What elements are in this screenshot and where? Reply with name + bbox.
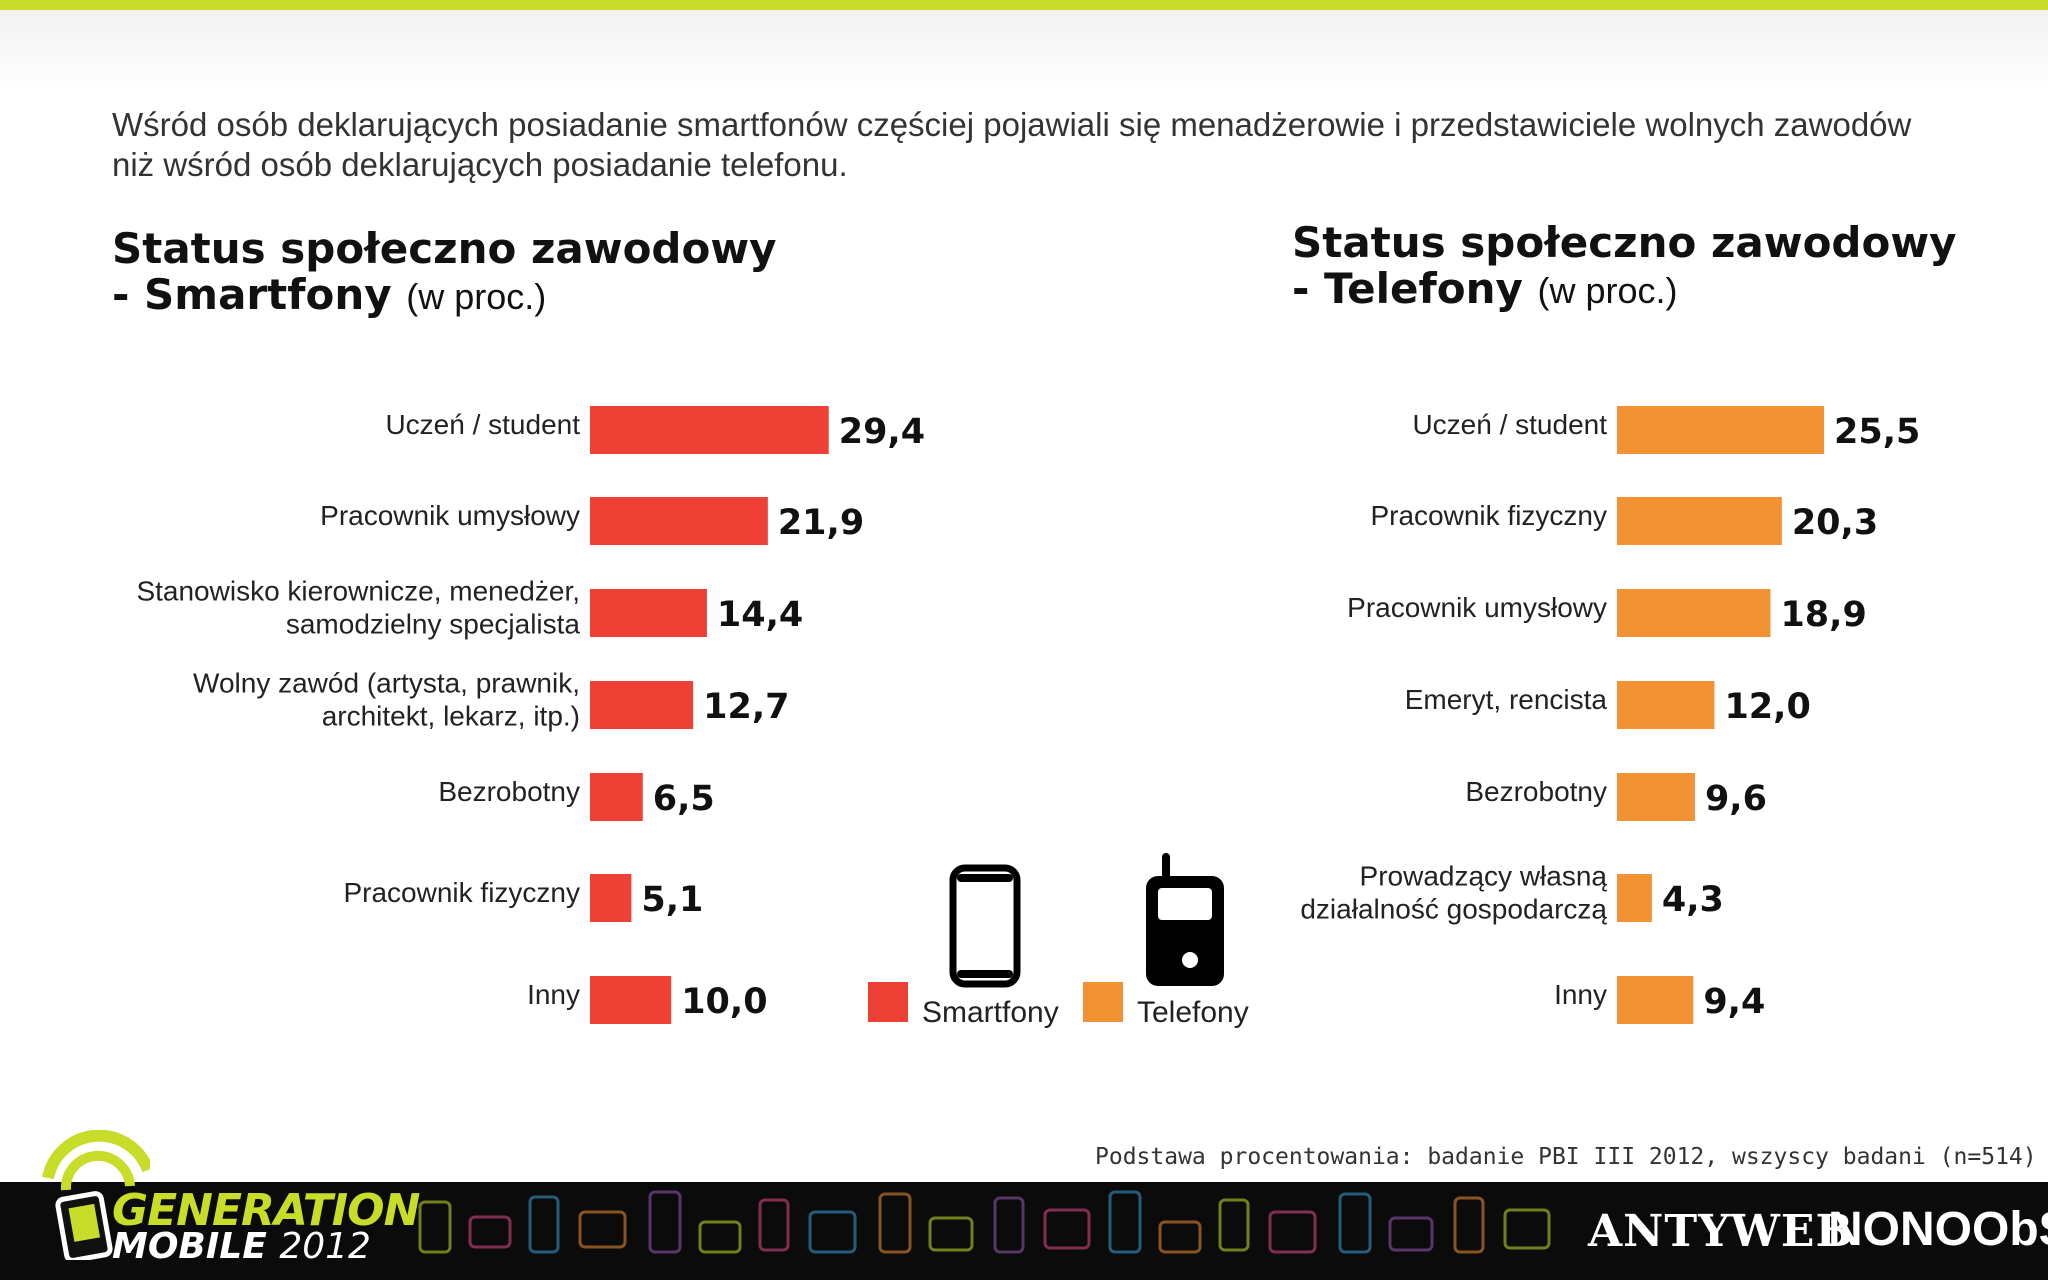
smartphone-icon [949, 864, 1021, 988]
legend: Smartfony Telefony [868, 853, 1249, 1029]
left-chart-title-unit: (w proc.) [406, 276, 547, 317]
smartfony-bar-1 [590, 497, 768, 545]
generation-mobile-logo-icon [42, 1130, 150, 1260]
right-chart-title: Status społeczno zawodowy - Telefony (w … [1292, 220, 1957, 314]
footer-bar [0, 1182, 2048, 1280]
logo-mobile-word: MOBILE [112, 1226, 267, 1267]
smartfony-value-label-1: 21,9 [778, 503, 864, 543]
telefony-category-label-4: Bezrobotny [1465, 776, 1607, 807]
smartfony-bar-6 [590, 976, 672, 1024]
telefony-category-label-0: Uczeń / student [1412, 409, 1607, 440]
telefony-value-label-1: 20,3 [1792, 503, 1878, 543]
telefony-bar-3 [1617, 681, 1715, 729]
smartfony-value-label-4: 6,5 [653, 779, 715, 819]
smartfony-value-label-2: 14,4 [717, 595, 803, 635]
smartfony-value-label-3: 12,7 [703, 687, 789, 727]
telefony-value-label-6: 9,4 [1703, 982, 1765, 1022]
left-chart-title: Status społeczno zawodowy - Smartfony (w… [112, 226, 777, 320]
smartfony-category-label-4: Bezrobotny [438, 776, 580, 807]
telefony-category-label-5: Prowadzący własną działalność gospodarczą [1300, 861, 1607, 925]
smartfony-bar-5 [590, 874, 632, 922]
telefony-category-label-2: Pracownik umysłowy [1347, 592, 1607, 623]
logo-generation-text: GENERATION [112, 1185, 420, 1236]
legend-swatch-smartfony [868, 982, 908, 1022]
telefony-value-label-3: 12,0 [1724, 687, 1810, 727]
logo-mobile-text: MOBILE 2012 [112, 1226, 371, 1267]
smartfony-bar-0 [590, 406, 829, 454]
telefony-bar-2 [1617, 589, 1771, 637]
telefony-bar-1 [1617, 497, 1782, 545]
telefony-category-label-1: Pracownik fizyczny [1370, 500, 1607, 531]
telefony-bar-5 [1617, 874, 1652, 922]
telefony-bar-chart: 25,5 Uczeń / student 20,3 Pracownik fizyczn… [1300, 406, 1920, 1024]
telefony-value-label-0: 25,5 [1834, 412, 1920, 452]
mobile-phone-icon [1146, 853, 1224, 986]
telefony-value-label-4: 9,6 [1705, 779, 1767, 819]
telefony-value-label-5: 4,3 [1662, 880, 1724, 920]
legend-swatch-telefony [1083, 982, 1123, 1022]
legend-label-smartfony: Smartfony [922, 996, 1059, 1029]
smartfony-category-label-3: Wolny zawód (artysta, prawnik, architekt,… [193, 668, 580, 732]
smartfony-bar-3 [590, 681, 694, 729]
charts-canvas: 29,4 Uczeń / student 21,9 Pracownik umysłow… [136, 406, 1920, 1029]
telefony-bar-4 [1617, 773, 1695, 821]
smartfony-bar-4 [590, 773, 643, 821]
telefony-bar-6 [1617, 976, 1694, 1024]
telefony-bar-0 [1617, 406, 1825, 454]
top-accent-bar [0, 0, 2048, 10]
smartfony-category-label-1: Pracownik umysłowy [320, 500, 580, 531]
smartfony-value-label-5: 5,1 [641, 880, 703, 920]
telefony-category-label-6: Inny [1554, 979, 1607, 1010]
smartfony-bar-chart: 29,4 Uczeń / student 21,9 Pracownik umysłow… [136, 406, 925, 1024]
telefony-category-label-3: Emeryt, rencista [1405, 684, 1608, 715]
footer-phone-pattern [418, 1190, 1551, 1254]
right-chart-title-unit: (w proc.) [1537, 270, 1678, 311]
smartfony-category-label-2: Stanowisko kierownicze, menedżer, samodzi… [136, 576, 580, 640]
legend-label-telefony: Telefony [1137, 996, 1249, 1029]
left-chart-title-main: Status społeczno zawodowy - Smartfony [112, 224, 777, 319]
smartfony-category-label-0: Uczeń / student [385, 409, 580, 440]
antyweb-logo: ANTYWEB [1588, 1206, 1854, 1257]
nonoobs-logo: NONOObS [1828, 1203, 2048, 1256]
smartfony-category-label-6: Inny [527, 979, 580, 1010]
source-note: Podstawa procentowania: badanie PBI III … [1095, 1144, 2037, 1170]
telefony-value-label-2: 18,9 [1780, 595, 1866, 635]
smartfony-bar-2 [590, 589, 707, 637]
smartfony-value-label-6: 10,0 [681, 982, 767, 1022]
smartfony-category-label-5: Pracownik fizyczny [343, 877, 580, 908]
smartfony-value-label-0: 29,4 [839, 412, 925, 452]
intro-text: Wśród osób deklarujących posiadanie smar… [112, 106, 1912, 183]
right-chart-title-main: Status społeczno zawodowy - Telefony [1292, 218, 1957, 313]
logo-year: 2012 [279, 1226, 371, 1267]
